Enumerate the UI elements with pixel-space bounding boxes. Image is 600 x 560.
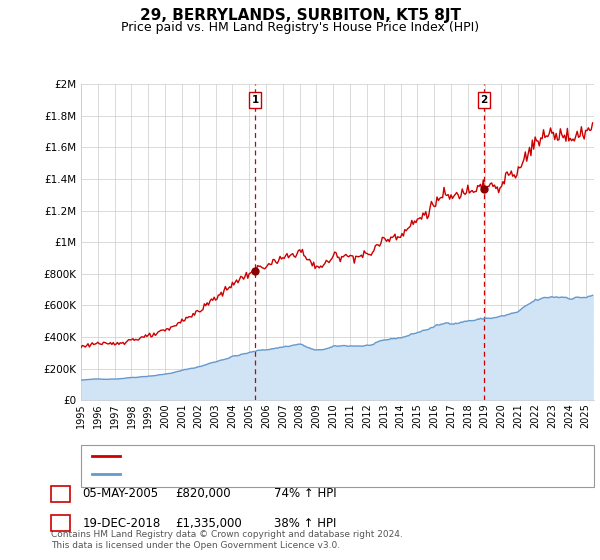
- Text: 29, BERRYLANDS, SURBITON, KT5 8JT: 29, BERRYLANDS, SURBITON, KT5 8JT: [139, 8, 461, 24]
- Text: 1: 1: [251, 95, 259, 105]
- Text: 29, BERRYLANDS, SURBITON, KT5 8JT (detached house): 29, BERRYLANDS, SURBITON, KT5 8JT (detac…: [126, 451, 430, 461]
- Text: 38% ↑ HPI: 38% ↑ HPI: [274, 516, 337, 530]
- Text: HPI: Average price, detached house, Kingston upon Thames: HPI: Average price, detached house, King…: [126, 469, 454, 479]
- Text: £820,000: £820,000: [175, 487, 231, 501]
- Text: 19-DEC-2018: 19-DEC-2018: [82, 516, 160, 530]
- Text: 2: 2: [57, 518, 64, 528]
- Text: Contains HM Land Registry data © Crown copyright and database right 2024.: Contains HM Land Registry data © Crown c…: [51, 530, 403, 539]
- Text: 74% ↑ HPI: 74% ↑ HPI: [274, 487, 337, 501]
- Text: Price paid vs. HM Land Registry's House Price Index (HPI): Price paid vs. HM Land Registry's House …: [121, 21, 479, 34]
- Text: 2: 2: [481, 95, 488, 105]
- Text: £1,335,000: £1,335,000: [175, 516, 242, 530]
- Text: 1: 1: [57, 489, 64, 499]
- Text: 05-MAY-2005: 05-MAY-2005: [82, 487, 158, 501]
- Text: This data is licensed under the Open Government Licence v3.0.: This data is licensed under the Open Gov…: [51, 541, 340, 550]
